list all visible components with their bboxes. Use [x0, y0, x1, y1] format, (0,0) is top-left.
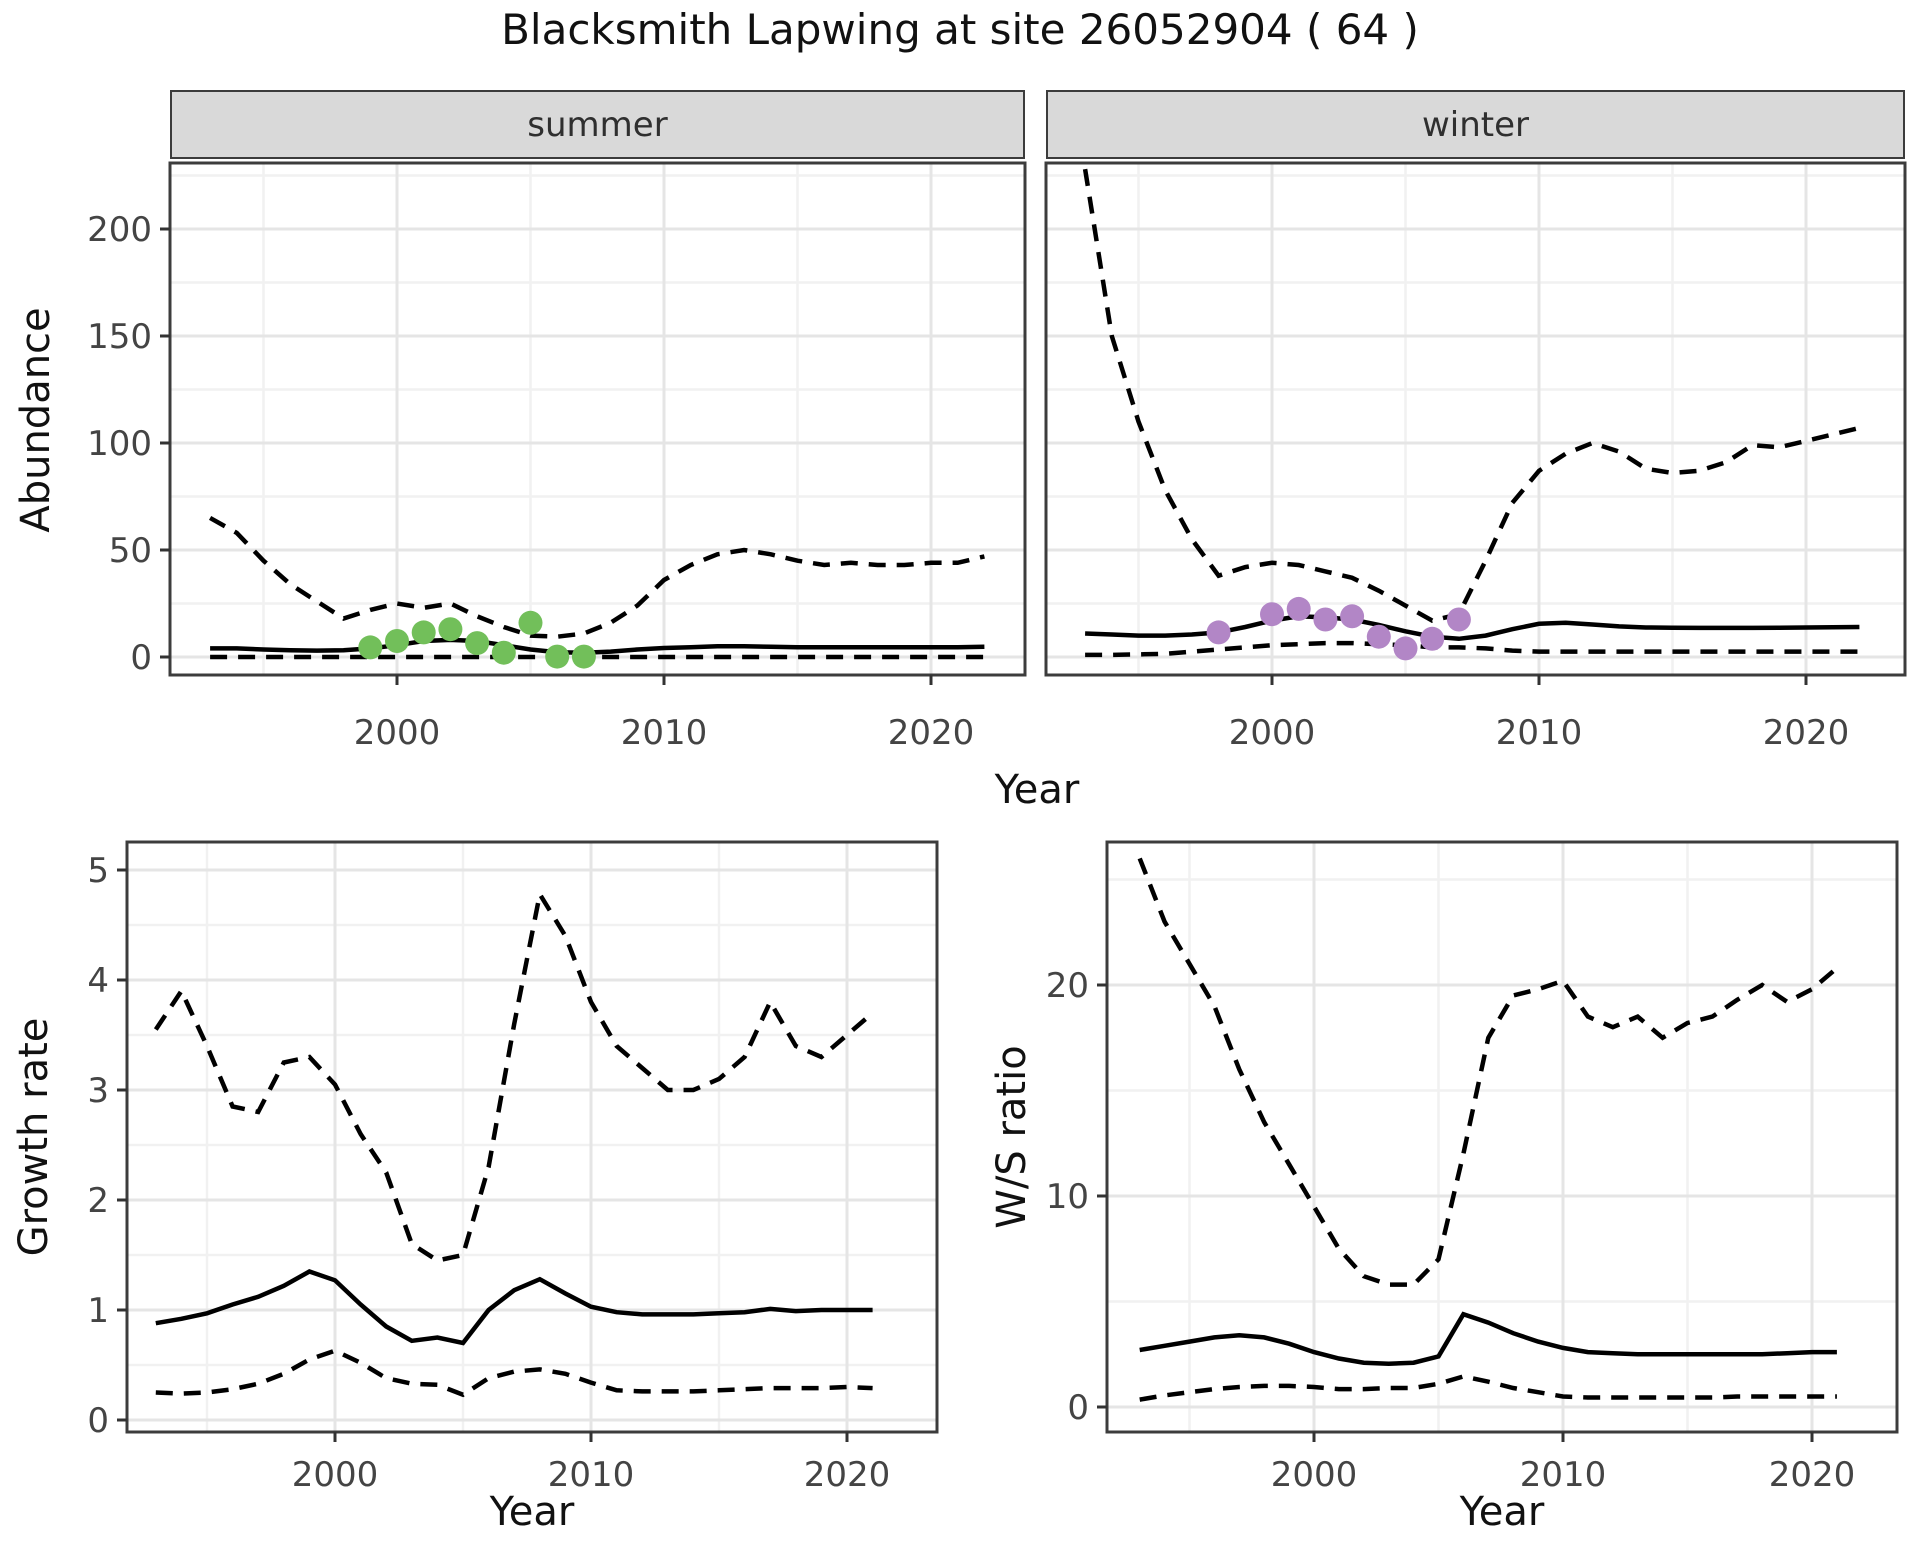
upper_95ci-line — [153, 888, 875, 1263]
median-line — [1139, 1311, 1837, 1366]
observed-point — [1286, 596, 1311, 621]
facet-strip-summer-label: summer — [527, 104, 668, 145]
y-tick-label: 5 — [87, 851, 109, 891]
y-axis-label-growth-rate: Growth rate — [11, 1017, 57, 1257]
series-lines — [208, 515, 985, 660]
series-lines — [153, 888, 875, 1398]
facet-strip-winter-label: winter — [1421, 104, 1530, 145]
median-line — [155, 1269, 873, 1346]
panel-border — [125, 840, 939, 1434]
observed-point — [1366, 624, 1391, 649]
axis-ticks: 2000 2010 2020 0 50 100 150 200 — [87, 210, 974, 753]
y-tick-label: 0 — [1067, 1388, 1089, 1428]
observed-point — [438, 617, 463, 642]
x-axis-label-year-bottom-right: Year — [1459, 1489, 1545, 1535]
y-tick-label: 20 — [1046, 966, 1089, 1006]
x-tick-label: 2000 — [354, 713, 441, 753]
series-lines — [1137, 857, 1839, 1402]
observed-point — [1446, 607, 1471, 632]
x-tick-label: 2010 — [621, 713, 708, 753]
lower_95ci-line — [1085, 640, 1860, 658]
x-tick-label: 2000 — [1229, 713, 1316, 753]
observed-points — [358, 610, 596, 669]
y-tick-label: 100 — [87, 424, 152, 464]
observed-point — [385, 629, 409, 653]
observed-point — [518, 610, 543, 635]
gridlines — [1046, 163, 1905, 675]
gridlines — [1107, 842, 1897, 1432]
chart-title: Blacksmith Lapwing at site 26052904 ( 64… — [501, 5, 1419, 54]
axis-ticks: 2000 2010 2020 0 1 2 3 4 5 — [87, 851, 890, 1495]
x-tick-label: 2000 — [292, 1455, 379, 1495]
lower_95ci-line — [1139, 1374, 1837, 1402]
observed-point — [358, 635, 383, 660]
upper_95ci-line — [1082, 168, 1860, 623]
y-tick-label: 0 — [87, 1401, 109, 1441]
panel-border — [1044, 161, 1907, 677]
observed-point — [1393, 636, 1418, 661]
panel-ws_ratio: 2000 2010 2020 0 10 20 — [1046, 840, 1899, 1495]
x-tick-label: 2010 — [548, 1455, 635, 1495]
observed-point — [465, 631, 490, 656]
facet-strip-summer: summer — [170, 90, 1025, 159]
y-tick-label: 0 — [130, 638, 152, 678]
upper_95ci-line — [1137, 857, 1839, 1287]
axis-ticks: 2000 2010 2020 — [1229, 675, 1850, 753]
observed-point — [411, 620, 436, 645]
y-tick-label: 4 — [87, 961, 109, 1001]
y-tick-label: 2 — [87, 1181, 109, 1221]
x-tick-label: 2020 — [1763, 713, 1850, 753]
observed-point — [1206, 620, 1231, 645]
gridlines — [170, 163, 1025, 675]
observed-point — [545, 644, 570, 669]
observed-point — [1260, 602, 1284, 627]
panel-border — [168, 161, 1027, 677]
panel-border — [1105, 840, 1899, 1434]
y-tick-label: 50 — [109, 531, 152, 571]
x-tick-label: 2010 — [1496, 713, 1583, 753]
y-axis-label-ws-ratio: W/S ratio — [989, 1045, 1035, 1229]
axis-ticks: 2000 2010 2020 0 10 20 — [1046, 966, 1856, 1495]
x-tick-label: 2020 — [888, 713, 975, 753]
observed-point — [1420, 626, 1445, 651]
lower_95ci-line — [155, 1348, 873, 1398]
panel-abundance_winter: 2000 2010 2020 — [1044, 161, 1907, 753]
observed-points — [1206, 596, 1471, 661]
observed-point — [1340, 604, 1365, 629]
x-axis-label-year-top: Year — [994, 767, 1080, 813]
panel-growth_rate: 2000 2010 2020 0 1 2 3 4 5 — [87, 840, 939, 1495]
observed-point — [571, 644, 596, 669]
median-line — [210, 637, 985, 655]
x-tick-label: 2020 — [1769, 1455, 1856, 1495]
y-tick-label: 10 — [1046, 1177, 1089, 1217]
x-axis-label-year-bottom-left: Year — [489, 1489, 575, 1535]
observed-point — [491, 640, 516, 665]
facet-strip-winter: winter — [1046, 90, 1905, 159]
x-tick-label: 2000 — [1271, 1455, 1358, 1495]
x-tick-label: 2020 — [804, 1455, 891, 1495]
observed-point — [1313, 607, 1338, 632]
y-tick-label: 150 — [87, 317, 152, 357]
y-tick-label: 1 — [87, 1291, 109, 1331]
panel-abundance_summer: 2000 2010 2020 0 50 100 150 200 — [87, 161, 1027, 753]
y-axis-label-abundance: Abundance — [13, 307, 59, 533]
upper_95ci-line — [208, 515, 985, 639]
y-tick-label: 3 — [87, 1071, 109, 1111]
y-tick-label: 200 — [87, 210, 152, 250]
x-tick-label: 2010 — [1520, 1455, 1607, 1495]
